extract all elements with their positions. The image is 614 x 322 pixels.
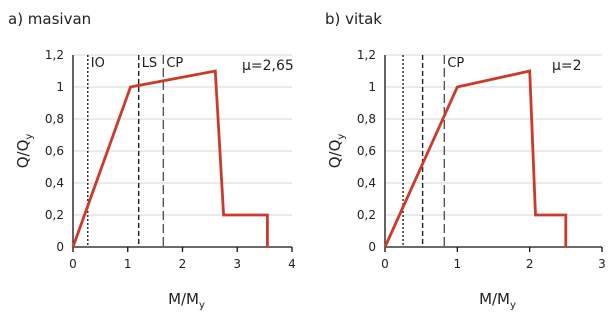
y-tick-label: 0,2 xyxy=(45,208,64,222)
ductility-annotation: μ=2 xyxy=(552,58,582,74)
y-axis-title: Q/Qy xyxy=(326,134,347,169)
capacity-curve-line xyxy=(383,69,568,248)
x-axis-title-subscript: y xyxy=(199,300,205,311)
x-tick-label: 3 xyxy=(233,257,241,271)
y-tick-label: 0,4 xyxy=(45,176,64,190)
x-tick-label: 1 xyxy=(454,257,462,271)
x-tick-label: 0 xyxy=(69,257,77,271)
y-tick-label: 1,2 xyxy=(45,48,64,62)
y-axis-title-main: Q/Q xyxy=(14,140,32,169)
y-tick-label: 0,8 xyxy=(357,112,376,126)
performance-level-label: IO xyxy=(91,56,105,71)
x-axis-title-main: M/M xyxy=(479,290,510,308)
x-axis-title: M/My xyxy=(168,290,205,311)
capacity-curve-line xyxy=(71,69,269,248)
x-tick-label: 3 xyxy=(598,257,606,271)
performance-level-label: CP xyxy=(166,56,183,71)
y-axis-title: Q/Qy xyxy=(14,134,35,169)
performance-level-label: LS xyxy=(142,56,158,71)
y-tick-label: 0,6 xyxy=(45,144,64,158)
performance-level-label: CP xyxy=(447,56,464,71)
y-tick-label: 0,8 xyxy=(45,112,64,126)
y-tick-label: 0,4 xyxy=(357,176,376,190)
x-tick-label: 2 xyxy=(179,257,187,271)
y-tick-label: 0,2 xyxy=(357,208,376,222)
x-axis-title-main: M/M xyxy=(168,290,199,308)
x-tick-label: 2 xyxy=(526,257,534,271)
y-tick-label: 0,6 xyxy=(357,144,376,158)
y-tick-label: 0 xyxy=(368,240,376,254)
y-tick-label: 1 xyxy=(368,80,376,94)
y-tick-label: 1,2 xyxy=(357,48,376,62)
y-tick-label: 1 xyxy=(56,80,64,94)
x-tick-label: 1 xyxy=(124,257,132,271)
y-axis-title-subscript: y xyxy=(336,134,347,140)
chart-title: a) masivan xyxy=(8,10,91,28)
chart-panel-masivan: a) masivan 0 0,2 0,4 0,6 0,8 1 1,2 0 1 2 3 4 IO LS CP μ=… xyxy=(8,10,296,311)
y-axis-title-main: Q/Q xyxy=(326,140,344,169)
chart-title: b) vitak xyxy=(325,10,382,28)
x-tick-label: 0 xyxy=(381,257,389,271)
y-axis-title-subscript: y xyxy=(24,134,35,140)
ductility-annotation: μ=2,65 xyxy=(242,58,294,74)
y-tick-label: 0 xyxy=(56,240,64,254)
x-tick-label: 4 xyxy=(288,257,296,271)
x-axis-title-subscript: y xyxy=(510,300,516,311)
x-axis-title: M/My xyxy=(479,290,516,311)
